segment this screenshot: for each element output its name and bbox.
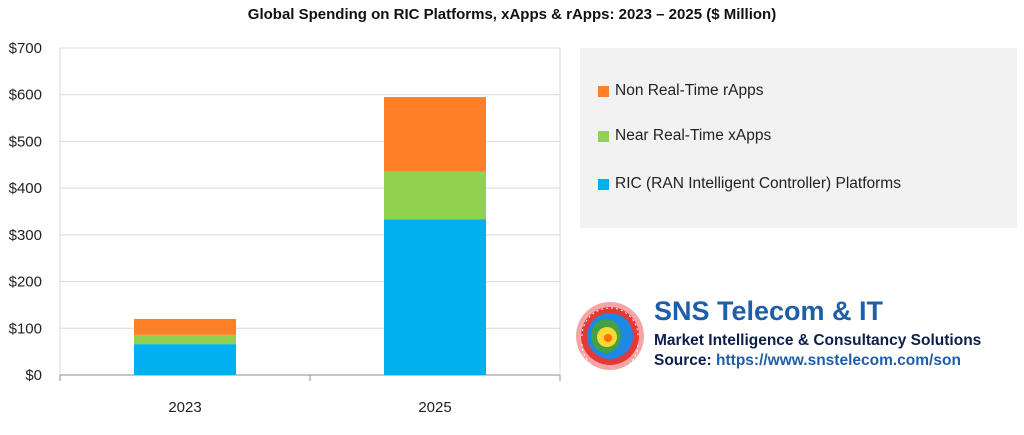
bar-2025-near-real-time-xapps: [384, 171, 486, 220]
legend-item-ric-platforms: RIC (RAN Intelligent Controller) Platfor…: [598, 175, 901, 193]
y-tick-label: $300: [9, 227, 42, 244]
brand-tagline: Market Intelligence & Consultancy Soluti…: [654, 332, 982, 349]
legend-item-rapps: Non Real-Time rApps: [598, 82, 763, 100]
bar-2025-non-real-time-rapps: [384, 97, 486, 172]
source-link[interactable]: https://www.snstelecom.com/son: [716, 352, 961, 369]
y-tick-label: $100: [9, 320, 42, 337]
y-tick-label: $600: [9, 87, 42, 104]
brand-source: Source: https://www.snstelecom.com/son: [654, 352, 1024, 370]
legend-swatch-xapps: [598, 130, 609, 142]
legend-label-xapps: Near Real-Time xApps: [615, 127, 772, 144]
x-tick-label: 2025: [418, 399, 451, 416]
legend-label-rapps: Non Real-Time rApps: [615, 82, 764, 99]
legend-swatch-ric-platforms: [598, 178, 609, 190]
bar-2023-non-real-time-rapps: [134, 318, 236, 335]
globe-logo-icon: [576, 302, 644, 372]
legend-item-xapps: Near Real-Time xApps: [598, 127, 771, 145]
chart-plot: $0 $100 $200 $300 $400 $500 $600 $700 2023 2025: [9, 40, 561, 416]
y-tick-label: $400: [9, 180, 42, 197]
chart-title: Global Spending on RIC Platforms, xApps …: [247, 6, 777, 23]
brand-name: SNS Telecom & IT: [654, 296, 884, 326]
bar-2023-ric-ran-intelligent-controller-platforms: [134, 344, 236, 375]
source-label: Source:: [654, 352, 712, 369]
bar-2023-near-real-time-xapps: [134, 334, 236, 345]
x-tick-label: 2023: [168, 399, 201, 416]
y-tick-label: $200: [9, 274, 42, 291]
legend: Non Real-Time rApps Near Real-Time xApps…: [580, 48, 1017, 228]
y-tick-label: $0: [25, 367, 42, 384]
bar-2025-ric-ran-intelligent-controller-platforms: [384, 219, 486, 375]
y-tick-label: $500: [9, 133, 42, 150]
brand-block: SNS Telecom & IT Market Intelligence & C…: [574, 296, 1024, 376]
legend-label-ric-platforms: RIC (RAN Intelligent Controller) Platfor…: [615, 175, 901, 192]
legend-swatch-rapps: [598, 85, 609, 97]
y-tick-label: $700: [9, 40, 42, 57]
